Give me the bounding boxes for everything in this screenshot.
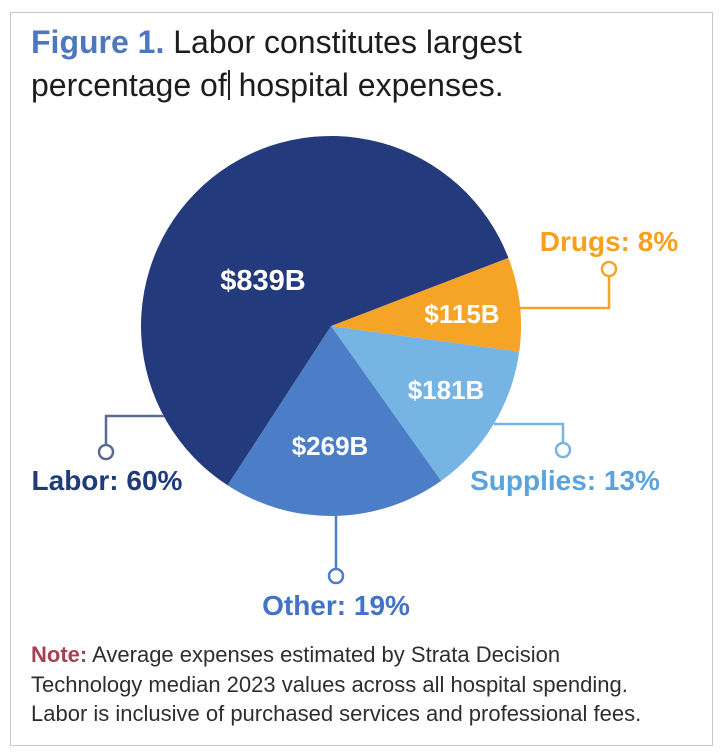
other-connector-dot	[327, 567, 345, 585]
supplies-connector-dot	[554, 441, 572, 459]
figure-frame: Figure 1. Labor constitutes largest perc…	[10, 12, 713, 746]
title-line1: Labor constitutes largest	[164, 24, 522, 60]
labor-connector-dot	[97, 443, 115, 461]
label-supplies: Supplies: 13%	[470, 465, 660, 496]
labor-connector-line	[104, 414, 164, 445]
pie-slice-labor	[141, 135, 509, 486]
note-line3: Labor is inclusive of purchased services…	[31, 701, 642, 726]
label-other: Other: 19%	[262, 590, 410, 621]
note-line1: Average expenses estimated by Strata Dec…	[87, 642, 561, 667]
slice-value-supplies: $181B	[408, 375, 485, 405]
drugs-connector-line	[520, 277, 611, 310]
label-labor: Labor: 60%	[31, 465, 183, 496]
drugs-connector-dot	[600, 260, 618, 278]
figure-number: Figure 1.	[31, 24, 165, 60]
slice-value-labor: $839B	[220, 265, 305, 297]
pie-slice-other	[227, 326, 442, 517]
figure-note: Note: Average expenses estimated by Stra…	[31, 640, 707, 729]
note-line2: Technology median 2023 values across all…	[31, 671, 628, 697]
slice-value-other: $269B	[292, 431, 369, 461]
title-line2-before: percentage of	[31, 67, 227, 103]
pie-slice-drugs	[331, 257, 521, 352]
supplies-connector-line	[494, 422, 565, 443]
pie-chart: $115B $181B $269B $839B Drugs: 8% Supplies:…	[1, 131, 720, 643]
figure-title: Figure 1. Labor constitutes largest perc…	[31, 21, 671, 107]
pie-slice-supplies	[331, 326, 520, 481]
note-label: Note:	[31, 642, 88, 667]
slice-value-drugs: $115B	[424, 299, 499, 329]
pie-chart-canvas: $115B $181B $269B $839B	[97, 135, 618, 585]
title-line2-after: hospital expenses.	[229, 67, 504, 103]
text-cursor-icon	[227, 70, 230, 100]
label-drugs: Drugs: 8%	[539, 226, 679, 257]
